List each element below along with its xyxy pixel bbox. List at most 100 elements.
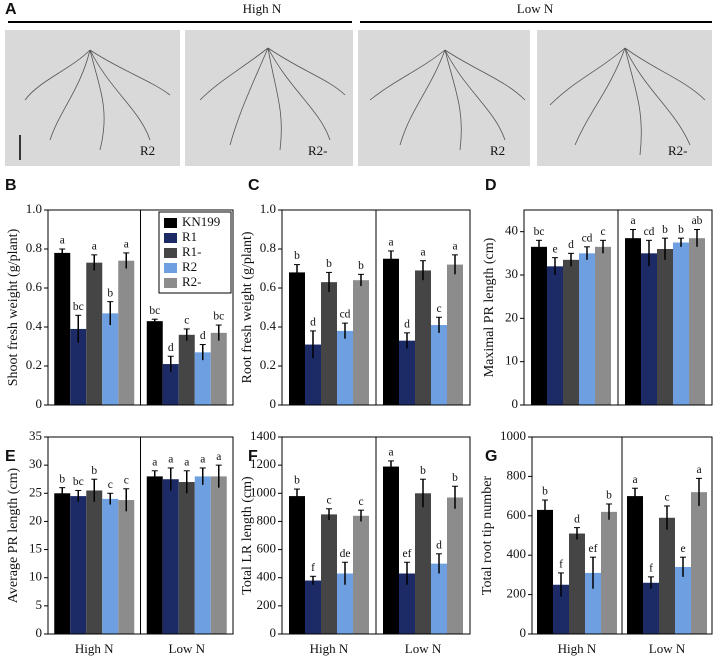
root-image [5, 30, 180, 166]
bar [553, 584, 569, 634]
significance-letter: de [340, 548, 351, 560]
significance-letter: bc [73, 301, 84, 313]
y-tick-label: 5 [36, 597, 43, 612]
bar [537, 509, 553, 634]
significance-letter: d [310, 317, 316, 329]
bar [625, 238, 641, 405]
condition-label: Low N [517, 1, 554, 16]
y-tick-label: 0.8 [26, 240, 42, 255]
bar [70, 496, 87, 634]
x-tick-label: Low N [169, 641, 206, 656]
plot-frame [531, 436, 713, 635]
significance-letter: b [358, 260, 364, 272]
y-tick-label: 0 [270, 396, 277, 411]
bar [210, 476, 227, 634]
significance-letter: b [542, 486, 548, 498]
bar [569, 533, 585, 634]
significance-letter: d [436, 539, 442, 551]
significance-letter: d [574, 513, 580, 525]
legend-label: R2 [182, 259, 197, 274]
significance-letter: b [91, 465, 97, 477]
significance-letter: a [168, 454, 173, 466]
y-tick-label: 40 [505, 223, 518, 238]
significance-letter: cd [644, 226, 655, 238]
plot-frame [523, 209, 713, 406]
significance-letter: b [452, 472, 458, 484]
root-images [5, 30, 712, 166]
plot-frame [47, 209, 234, 406]
y-tick-label: 0.6 [26, 279, 43, 294]
significance-letter: b [59, 473, 65, 485]
panel-label: F [248, 448, 258, 465]
image-label: R2- [308, 143, 328, 158]
y-tick-label: 0.4 [26, 318, 43, 333]
significance-letter: f [311, 562, 315, 574]
significance-letter: a [152, 456, 157, 468]
significance-letter: a [184, 456, 189, 468]
significance-letter: a [696, 464, 701, 476]
significance-letter: ab [692, 215, 703, 227]
bar [691, 492, 707, 634]
significance-letter: c [326, 494, 331, 506]
bar [585, 572, 601, 634]
significance-letter: a [452, 240, 457, 252]
bar [305, 344, 321, 405]
y-tick-label: 600 [257, 541, 277, 556]
panel-label: A [5, 1, 17, 18]
bar [383, 466, 399, 634]
x-tick-label: High N [75, 641, 114, 656]
bar [415, 270, 431, 405]
legend-swatch [164, 248, 177, 258]
bar [289, 272, 305, 405]
bar [601, 511, 617, 634]
y-tick-label: 1000 [500, 428, 526, 443]
y-tick-label: 0.6 [260, 279, 277, 294]
y-tick-label: 400 [507, 546, 527, 561]
bar [399, 573, 415, 634]
significance-letter: ef [589, 543, 598, 555]
y-tick-label: 20 [505, 309, 518, 324]
bar [399, 340, 415, 405]
bar [579, 253, 595, 405]
bar [162, 479, 179, 634]
bar [337, 330, 353, 405]
x-tick-label: Low N [405, 641, 442, 656]
legend-label: R2- [182, 274, 202, 289]
y-tick-label: 0 [36, 625, 43, 640]
y-tick-label: 0 [520, 625, 527, 640]
significance-letter: e [552, 243, 557, 255]
bar [86, 490, 103, 634]
significance-letter: c [664, 492, 669, 504]
bar [531, 246, 547, 405]
significance-letter: a [92, 240, 97, 252]
y-axis-label: Total LR length (cm) [240, 476, 255, 595]
significance-letter: e [680, 543, 685, 555]
panel-label: B [5, 177, 17, 194]
legend-label: KN199 [182, 214, 220, 229]
legend-swatch [164, 278, 177, 288]
bar [86, 262, 103, 405]
bar [627, 496, 643, 634]
image-label: R2 [140, 143, 155, 158]
bar [675, 567, 691, 634]
y-tick-label: 0.8 [260, 240, 276, 255]
y-tick-label: 200 [257, 597, 277, 612]
bar [337, 573, 353, 634]
y-tick-label: 35 [29, 428, 42, 443]
bar [321, 282, 337, 405]
bar [321, 514, 337, 634]
significance-letter: b [294, 475, 300, 487]
significance-letter: c [184, 315, 189, 327]
significance-letter: c [436, 303, 441, 315]
significance-letter: b [326, 258, 332, 270]
bar [289, 496, 305, 634]
bar [641, 253, 657, 405]
y-tick-label: 0 [36, 396, 43, 411]
x-tick-label: High N [558, 641, 597, 656]
panel-label: E [5, 448, 16, 465]
bar [353, 515, 369, 634]
significance-letter: a [124, 239, 129, 251]
y-axis-label: Average PR length (cm) [6, 467, 21, 603]
bar [194, 476, 211, 634]
